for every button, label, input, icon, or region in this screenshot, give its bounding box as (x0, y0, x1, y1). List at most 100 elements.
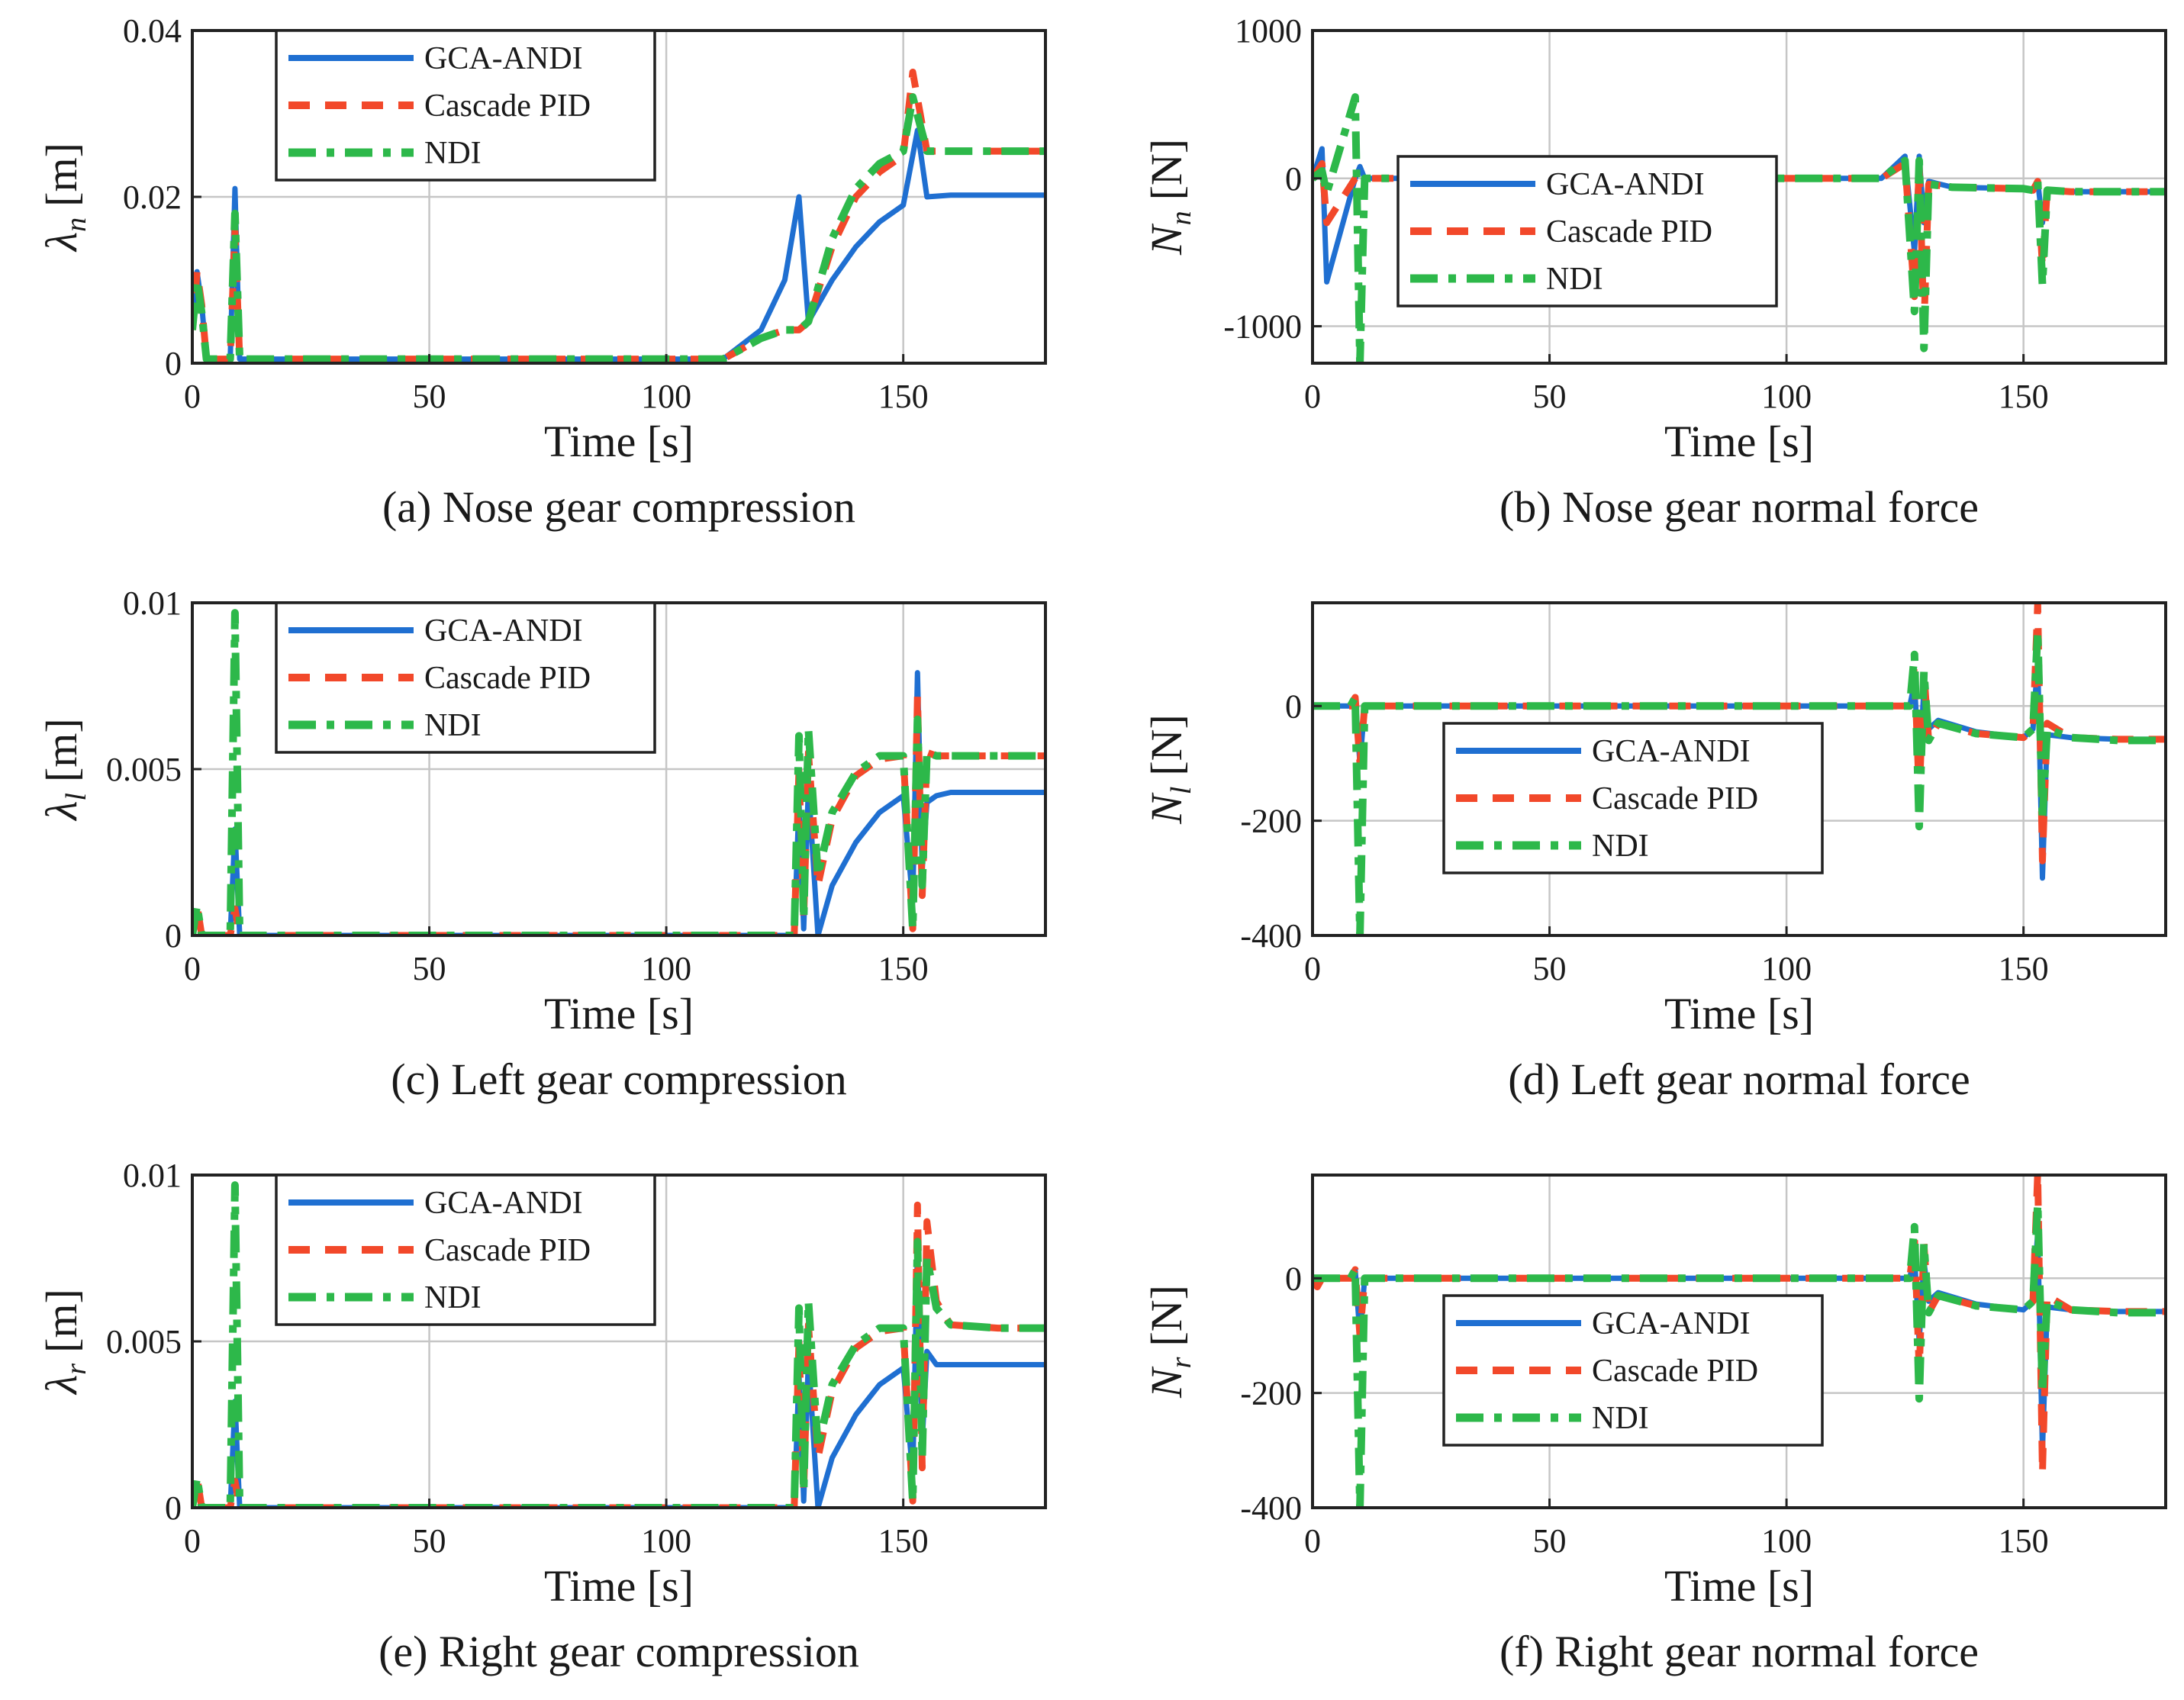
y-axis-label: λn [m] (37, 143, 92, 253)
panel-0: 0 50 100 150 0 0.02 0.04 Time [s] λn [m] (a) Nose … (37, 12, 1047, 532)
y-axis-unit: [m] (37, 1289, 86, 1353)
series-line-ndi (192, 1181, 1045, 1508)
x-tick-label: 150 (1999, 950, 2049, 987)
x-tick-label: 100 (1761, 950, 1812, 987)
panel-5: 0 50 100 150 -400 -200 0 Time [s] Nr [N] (f) Right… (1142, 1174, 2167, 1676)
y-tick-label: -200 (1240, 803, 1302, 840)
panel-caption: (a) Nose gear compression (382, 482, 855, 532)
x-tick-label: 100 (641, 1522, 691, 1560)
y-axis-unit: [N] (1142, 139, 1191, 201)
series-group (192, 609, 1045, 935)
y-axis-subscript: l (1165, 787, 1197, 795)
legend: GCA-ANDI Cascade PID NDI (275, 1174, 656, 1326)
panel-4: 0 50 100 150 0 0.005 0.01 Time [s] λr [m] (e) Righ… (37, 1157, 1047, 1676)
x-axis-label: Time [s] (1664, 1561, 1814, 1611)
y-tick-label: 1000 (1235, 12, 1302, 50)
x-axis-label: Time [s] (544, 989, 694, 1038)
y-tick-label: 0 (165, 345, 182, 382)
y-axis-symbol: N (1142, 1366, 1191, 1399)
y-tick-label: 0.005 (106, 1323, 182, 1360)
series-group (1313, 93, 2166, 363)
x-tick-label: 150 (878, 378, 929, 415)
y-axis-subscript: r (1165, 1357, 1197, 1368)
plot-area (1311, 601, 2167, 937)
panel-caption: (c) Left gear compression (391, 1054, 846, 1104)
series-line-ndi (1313, 1199, 2166, 1508)
series-line-cascade-pid (192, 1201, 1045, 1508)
x-tick-label: 0 (184, 1522, 201, 1560)
legend: GCA-ANDI Cascade PID NDI (275, 29, 656, 182)
y-axis-symbol: λ (37, 1375, 86, 1396)
panel-caption: (b) Nose gear normal force (1499, 482, 1979, 532)
y-tick-label: 0 (1285, 160, 1302, 198)
legend-label: NDI (1592, 829, 1649, 864)
y-axis-subscript: r (60, 1364, 92, 1375)
x-tick-label: 50 (1533, 950, 1567, 987)
legend-label: Cascade PID (1592, 781, 1758, 816)
x-tick-label: 50 (1533, 1522, 1567, 1560)
legend: GCA-ANDI Cascade PID NDI (1442, 1294, 1824, 1447)
legend-label: Cascade PID (1592, 1354, 1758, 1389)
series-line-gca-andi (192, 1245, 1045, 1508)
y-axis-symbol: λ (37, 801, 86, 822)
x-tick-label: 50 (1533, 378, 1567, 415)
legend-box (1442, 722, 1824, 874)
legend-label: NDI (1592, 1401, 1649, 1436)
y-axis-symbol: N (1142, 223, 1191, 256)
series-line-cascade-pid (192, 692, 1045, 935)
series-group (1313, 1175, 2166, 1508)
legend-label: GCA-ANDI (424, 613, 583, 649)
legend-label: GCA-ANDI (1546, 167, 1705, 202)
legend: GCA-ANDI Cascade PID NDI (1396, 155, 1778, 307)
legend-label: GCA-ANDI (424, 1186, 583, 1221)
legend-label: Cascade PID (424, 661, 591, 696)
y-axis-label: λr [m] (37, 1289, 92, 1396)
y-tick-label: -400 (1240, 1489, 1302, 1527)
x-axis-label: Time [s] (1664, 417, 1814, 466)
panel-caption: (f) Right gear normal force (1499, 1627, 1979, 1676)
y-axis-label: λl [m] (37, 718, 92, 821)
legend-label: Cascade PID (1546, 214, 1712, 250)
y-axis-subscript: l (60, 793, 92, 801)
legend-label: NDI (424, 708, 482, 743)
y-tick-label: -1000 (1223, 308, 1302, 346)
x-tick-label: 100 (641, 378, 691, 415)
legend-label: NDI (424, 1280, 482, 1315)
series-group (192, 69, 1045, 363)
legend: GCA-ANDI Cascade PID NDI (275, 601, 656, 754)
series-line-ndi (1313, 627, 2166, 935)
x-tick-label: 0 (184, 378, 201, 415)
legend: GCA-ANDI Cascade PID NDI (1442, 722, 1824, 874)
legend-label: GCA-ANDI (424, 41, 583, 76)
x-axis-label: Time [s] (544, 417, 694, 466)
x-tick-label: 100 (1761, 1522, 1812, 1560)
x-tick-label: 150 (878, 950, 929, 987)
y-axis-subscript: n (1165, 211, 1197, 225)
plot-area (1311, 29, 2167, 365)
x-tick-label: 150 (1999, 1522, 2049, 1560)
series-line-ndi (192, 609, 1045, 935)
series-group (192, 1181, 1045, 1508)
y-axis-label: Nr [N] (1142, 1285, 1197, 1399)
y-axis-unit: [m] (37, 143, 86, 207)
y-tick-label: 0.01 (123, 1157, 182, 1194)
legend-label: NDI (424, 136, 482, 171)
panel-2: 0 50 100 150 0 0.005 0.01 Time [s] λl [m] (c) Left… (37, 584, 1047, 1104)
y-tick-label: 0 (1285, 1260, 1302, 1297)
legend-label: Cascade PID (424, 1233, 591, 1268)
series-line-gca-andi (192, 670, 1045, 935)
y-axis-subscript: n (60, 217, 92, 232)
x-axis-label: Time [s] (544, 1561, 694, 1611)
panel-caption: (d) Left gear normal force (1508, 1054, 1970, 1104)
y-tick-label: 0.01 (123, 584, 182, 622)
x-axis-label: Time [s] (1664, 989, 1814, 1038)
y-tick-label: 0 (165, 917, 182, 955)
series-group (1313, 603, 2166, 935)
y-axis-symbol: λ (37, 232, 86, 253)
x-tick-label: 0 (1304, 378, 1321, 415)
legend-label: GCA-ANDI (1592, 734, 1751, 769)
x-tick-label: 50 (413, 950, 446, 987)
panel-3: 0 50 100 150 -400 -200 0 Time [s] Nl [N] (d) Left … (1142, 601, 2167, 1104)
legend-label: Cascade PID (424, 89, 591, 124)
